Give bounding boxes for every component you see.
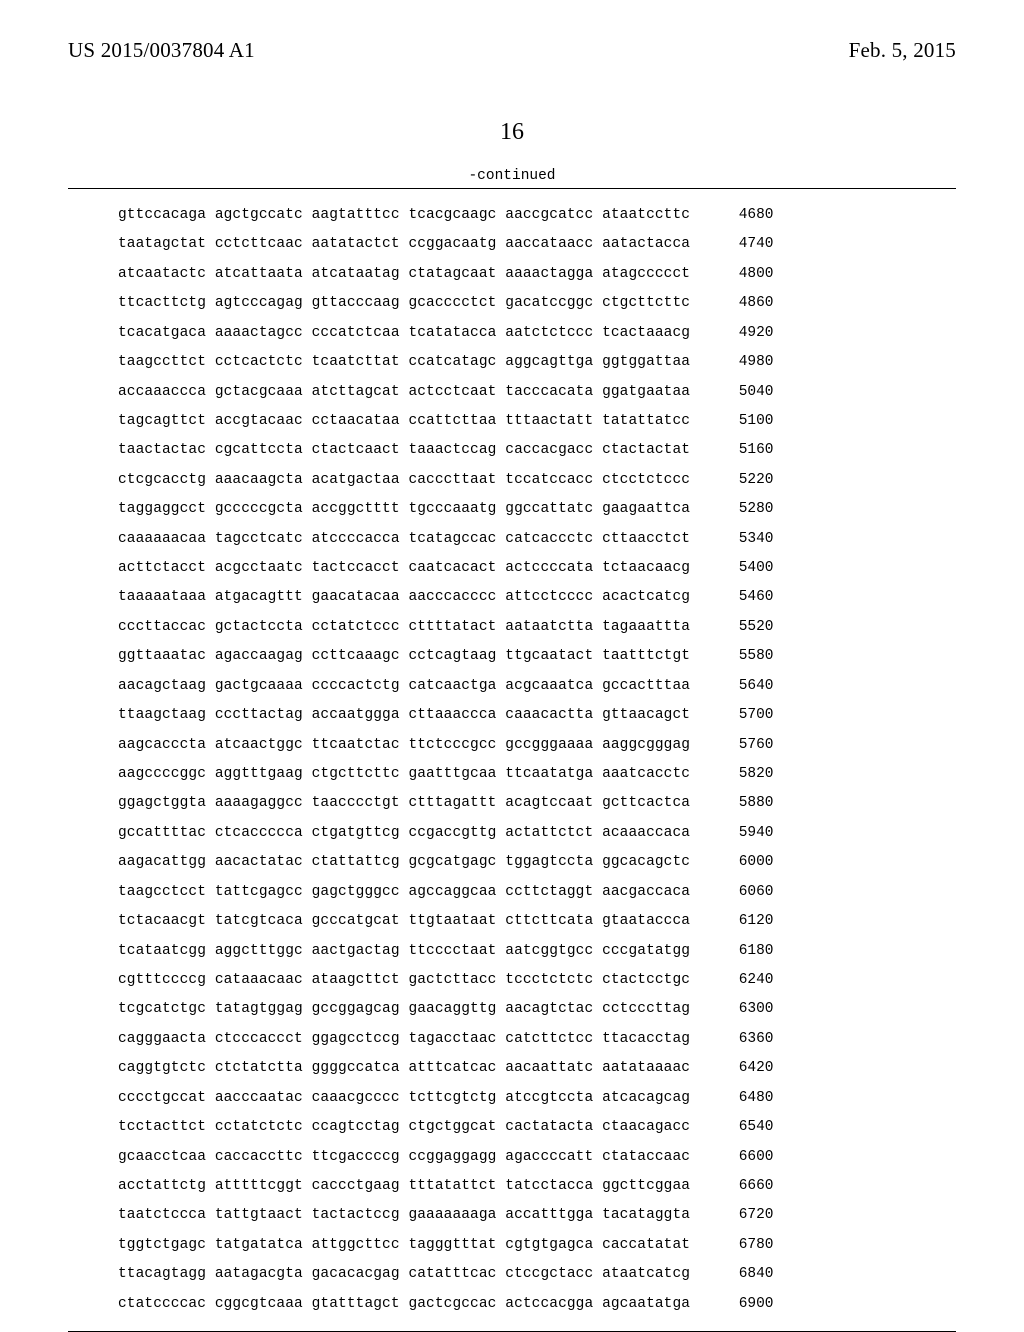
sequence-row: cgtttccccg cataaacaac ataagcttct gactctt…: [118, 966, 956, 995]
sequence-row: taaaaataaa atgacagttt gaacatacaa aacccac…: [118, 583, 956, 612]
sequence-row: taggaggcct gcccccgcta accggctttt tgcccaa…: [118, 495, 956, 524]
sequence-row: aagcacccta atcaactggc ttcaatctac ttctccc…: [118, 731, 956, 760]
sequence-row: taatagctat cctcttcaac aatatactct ccggaca…: [118, 230, 956, 259]
sequence-row: cagggaacta ctcccaccct ggagcctccg tagacct…: [118, 1025, 956, 1054]
sequence-row: taagcctcct tattcgagcc gagctgggcc agccagg…: [118, 878, 956, 907]
sequence-row: tagcagttct accgtacaac cctaacataa ccattct…: [118, 407, 956, 436]
sequence-row: aacagctaag gactgcaaaa ccccactctg catcaac…: [118, 672, 956, 701]
sequence-row: tcctacttct cctatctctc ccagtcctag ctgctgg…: [118, 1113, 956, 1142]
sequence-row: gccattttac ctcaccccca ctgatgttcg ccgaccg…: [118, 819, 956, 848]
sequence-row: gttccacaga agctgccatc aagtatttcc tcacgca…: [118, 201, 956, 230]
sequence-row: aagacattgg aacactatac ctattattcg gcgcatg…: [118, 848, 956, 877]
sequence-row: aagccccggc aggtttgaag ctgcttcttc gaatttg…: [118, 760, 956, 789]
sequence-row: ctcgcacctg aaacaagcta acatgactaa caccctt…: [118, 466, 956, 495]
sequence-row: ttacagtagg aatagacgta gacacacgag catattt…: [118, 1260, 956, 1289]
publication-number: US 2015/0037804 A1: [68, 38, 255, 63]
sequence-row: ctatccccac cggcgtcaaa gtatttagct gactcgc…: [118, 1290, 956, 1319]
sequence-row: tcataatcgg aggctttggc aactgactag ttcccct…: [118, 937, 956, 966]
sequence-row: ttcacttctg agtcccagag gttacccaag gcacccc…: [118, 289, 956, 318]
sequence-row: tctacaacgt tatcgtcaca gcccatgcat ttgtaat…: [118, 907, 956, 936]
page-number: 16: [68, 119, 956, 146]
sequence-row: gcaacctcaa caccaccttc ttcgaccccg ccggagg…: [118, 1143, 956, 1172]
sequence-row: ggagctggta aaaagaggcc taacccctgt ctttaga…: [118, 789, 956, 818]
sequence-row: cccctgccat aacccaatac caaacgcccc tcttcgt…: [118, 1084, 956, 1113]
sequence-row: tcgcatctgc tatagtggag gccggagcag gaacagg…: [118, 995, 956, 1024]
sequence-row: tggtctgagc tatgatatca attggcttcc tagggtt…: [118, 1231, 956, 1260]
sequence-row: acttctacct acgcctaatc tactccacct caatcac…: [118, 554, 956, 583]
sequence-row: taactactac cgcattccta ctactcaact taaactc…: [118, 436, 956, 465]
sequence-row: taagccttct cctcactctc tcaatcttat ccatcat…: [118, 348, 956, 377]
page-root: US 2015/0037804 A1 Feb. 5, 2015 16 -cont…: [0, 0, 1024, 1320]
continued-label: -continued: [68, 168, 956, 184]
sequence-row: ggttaaatac agaccaagag ccttcaaagc cctcagt…: [118, 642, 956, 671]
sequence-row: atcaatactc atcattaata atcataatag ctatagc…: [118, 260, 956, 289]
sequence-row: tcacatgaca aaaactagcc cccatctcaa tcatata…: [118, 319, 956, 348]
sequence-listing: gttccacaga agctgccatc aagtatttcc tcacgca…: [118, 201, 956, 1319]
sequence-row: acctattctg atttttcggt caccctgaag tttatat…: [118, 1172, 956, 1201]
sequence-row: accaaaccca gctacgcaaa atcttagcat actcctc…: [118, 378, 956, 407]
page-header: US 2015/0037804 A1 Feb. 5, 2015: [68, 38, 956, 63]
publication-date: Feb. 5, 2015: [849, 38, 956, 63]
sequence-row: taatctccca tattgtaact tactactccg gaaaaaa…: [118, 1201, 956, 1230]
sequence-row: cccttaccac gctactccta cctatctccc cttttat…: [118, 613, 956, 642]
sequence-row: ttaagctaag cccttactag accaatggga cttaaac…: [118, 701, 956, 730]
sequence-row: caggtgtctc ctctatctta ggggccatca atttcat…: [118, 1054, 956, 1083]
sequence-box: gttccacaga agctgccatc aagtatttcc tcacgca…: [68, 188, 956, 1332]
sequence-row: caaaaaacaa tagcctcatc atccccacca tcatagc…: [118, 525, 956, 554]
